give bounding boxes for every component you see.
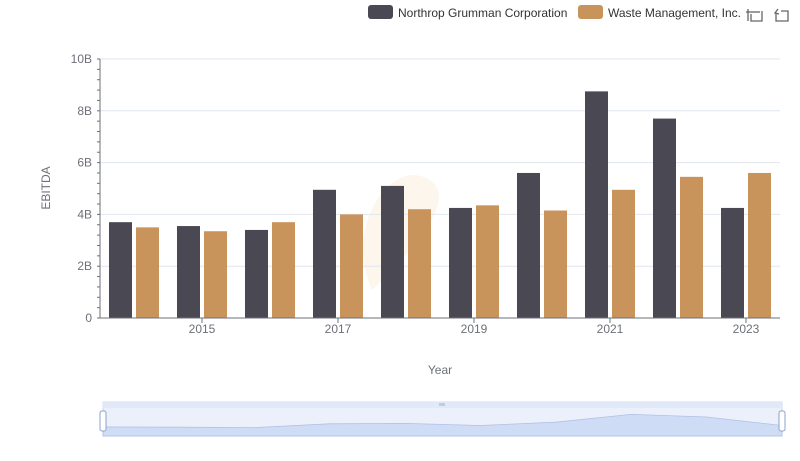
bar-northrop-2021[interactable] bbox=[585, 91, 608, 318]
data-zoom-selection[interactable] bbox=[103, 408, 782, 436]
y-tick-label: 10B bbox=[71, 52, 92, 66]
zoom-icon[interactable] bbox=[746, 9, 763, 22]
bar-waste-management-2019[interactable] bbox=[476, 205, 499, 318]
y-tick-label: 6B bbox=[77, 156, 92, 170]
y-tick-label: 8B bbox=[77, 104, 92, 118]
bar-waste-management-2014[interactable] bbox=[136, 227, 159, 318]
bar-northrop-2022[interactable] bbox=[653, 118, 676, 318]
data-zoom-grip-icon[interactable] bbox=[439, 403, 445, 406]
y-tick-label: 0 bbox=[85, 311, 92, 325]
legend-label-waste-management[interactable]: Waste Management, Inc. bbox=[608, 6, 741, 20]
y-axis-label: EBITDA bbox=[39, 166, 53, 209]
x-tick-label: 2023 bbox=[733, 322, 760, 336]
x-tick-label: 2021 bbox=[597, 322, 624, 336]
bar-waste-management-2022[interactable] bbox=[680, 176, 703, 318]
bar-northrop-2020[interactable] bbox=[517, 172, 540, 318]
bar-waste-management-2017[interactable] bbox=[340, 214, 363, 318]
bar-northrop-2015[interactable] bbox=[177, 226, 200, 318]
bar-waste-management-2018[interactable] bbox=[408, 209, 431, 318]
x-axis-label: Year bbox=[428, 363, 452, 377]
legend[interactable]: Northrop Grumman Corporation Waste Manag… bbox=[368, 5, 741, 20]
bars[interactable] bbox=[109, 91, 771, 318]
x-tick-label: 2019 bbox=[461, 322, 488, 336]
bar-waste-management-2016[interactable] bbox=[272, 222, 295, 318]
axes: 0 2B 4B 6B 8B 10B 2015 2017 2019 2021 2023 bbox=[71, 52, 780, 336]
data-zoom-right-handle[interactable] bbox=[778, 410, 786, 432]
legend-swatch-northrop[interactable] bbox=[368, 5, 393, 19]
restore-icon[interactable] bbox=[773, 8, 789, 22]
bar-northrop-2014[interactable] bbox=[109, 222, 132, 318]
bar-waste-management-2020[interactable] bbox=[544, 210, 567, 318]
bar-northrop-2016[interactable] bbox=[245, 229, 268, 318]
bar-northrop-2018[interactable] bbox=[381, 185, 404, 318]
bar-northrop-2017[interactable] bbox=[313, 189, 336, 318]
legend-item-northrop[interactable]: Northrop Grumman Corporation bbox=[368, 5, 567, 20]
x-tick-label: 2017 bbox=[325, 322, 352, 336]
bar-waste-management-2015[interactable] bbox=[204, 231, 227, 318]
legend-swatch-waste-management[interactable] bbox=[578, 5, 603, 19]
grid-lines bbox=[100, 58, 780, 267]
legend-label-northrop[interactable]: Northrop Grumman Corporation bbox=[398, 6, 567, 20]
y-tick-label: 2B bbox=[77, 259, 92, 273]
data-zoom-left-handle[interactable] bbox=[99, 410, 107, 432]
bar-waste-management-2021[interactable] bbox=[612, 189, 635, 318]
data-zoom-top-bar[interactable] bbox=[103, 402, 782, 408]
y-tick-label: 4B bbox=[77, 207, 92, 221]
x-tick-label: 2015 bbox=[189, 322, 216, 336]
bar-northrop-2019[interactable] bbox=[449, 207, 472, 318]
data-zoom-preview-area bbox=[102, 413, 783, 437]
bar-waste-management-2023[interactable] bbox=[748, 172, 771, 318]
legend-item-waste-management[interactable]: Waste Management, Inc. bbox=[578, 5, 741, 20]
bar-northrop-2023[interactable] bbox=[721, 207, 744, 318]
data-zoom-slider[interactable] bbox=[99, 401, 786, 437]
